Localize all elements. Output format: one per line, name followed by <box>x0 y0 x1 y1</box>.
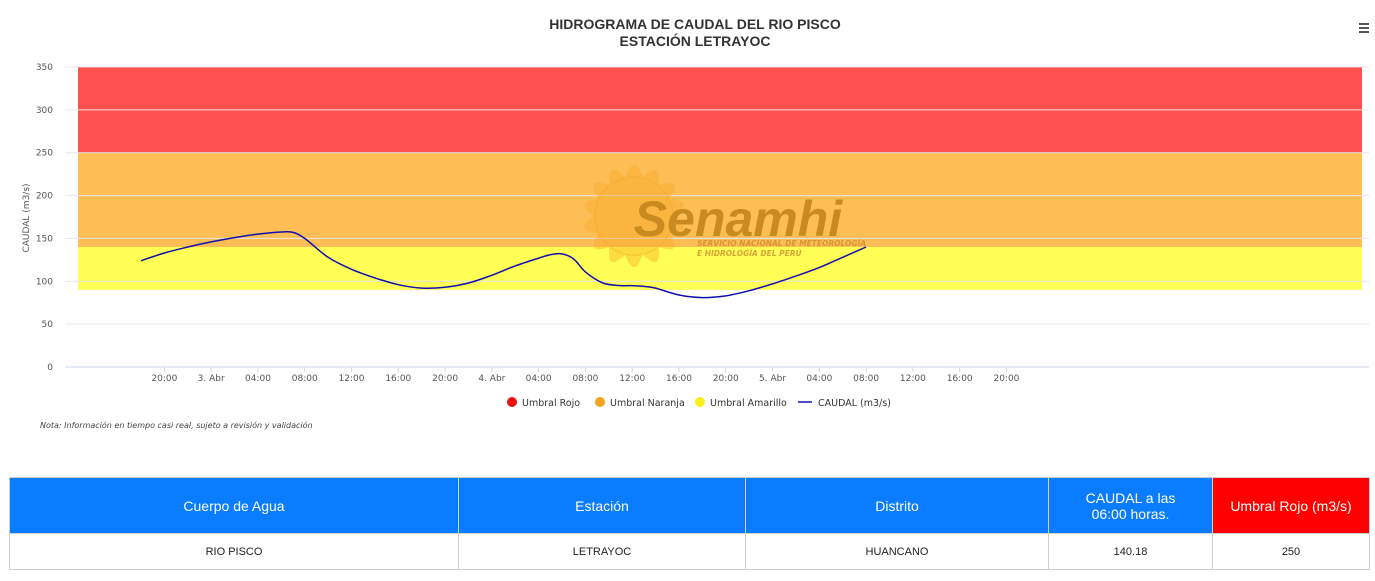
x-tick-label: 20:00 <box>713 374 739 384</box>
chart-title: HIDROGRAMA DE CAUDAL DEL RIO PISCO <box>549 16 841 32</box>
x-tick-label: 20:00 <box>993 374 1019 384</box>
cell-umbral-rojo: 250 <box>1212 533 1370 570</box>
y-tick-label: 0 <box>47 363 53 373</box>
y-tick-label: 150 <box>36 234 53 244</box>
sun-ray <box>669 215 684 234</box>
disclaimer-note: Nota: Información en tiempo casi real, s… <box>40 420 313 430</box>
x-tick-label: 20:00 <box>151 374 177 384</box>
header-caudal: CAUDAL a las 06:00 horas. <box>1048 477 1213 534</box>
y-tick-label: 250 <box>36 149 53 159</box>
sun-ray <box>658 232 675 250</box>
senamhi-watermark: Senamhi SERVICIO NACIONAL DE METEOROLOGÍ… <box>584 165 866 267</box>
x-tick-label: 04:00 <box>806 374 832 384</box>
band-umbral-naranja <box>78 152 1362 247</box>
caudal-series <box>140 230 867 299</box>
sun-ray <box>584 215 599 234</box>
caudal-line <box>140 230 867 299</box>
sun-ray <box>608 169 626 186</box>
header-cuerpo-de-agua: Cuerpo de Agua <box>9 477 459 534</box>
chart-legend: Umbral Rojo Umbral Naranja Umbral Amarillo… <box>507 397 891 409</box>
y-tick-label: 100 <box>36 277 53 287</box>
table-header-row: Cuerpo de Agua Estación Distrito CAUDAL … <box>9 477 1370 534</box>
chart-menu-button[interactable] <box>1355 19 1373 37</box>
watermark-line1: SERVICIO NACIONAL DE METEOROLOGÍA <box>697 239 866 248</box>
legend-label: Umbral Naranja <box>610 398 685 409</box>
x-tick-label: 5. Abr <box>759 374 786 384</box>
band-umbral-amarillo <box>78 247 1362 290</box>
x-tick-label: 3. Abr <box>198 374 225 384</box>
sun-ray <box>658 182 675 200</box>
x-tick-label: 16:00 <box>666 374 692 384</box>
x-tick-label: 12:00 <box>900 374 926 384</box>
sun-ray <box>669 198 684 217</box>
hamburger-icon <box>1359 23 1369 33</box>
x-tick-label: 20:00 <box>432 374 458 384</box>
cell-distrito: HUANCANO <box>745 533 1049 570</box>
header-umbral-rojo: Umbral Rojo (m3/s) <box>1212 477 1370 534</box>
legend-item: Umbral Rojo <box>507 397 580 409</box>
x-tick-label: 08:00 <box>572 374 598 384</box>
x-tick-label: 08:00 <box>292 374 318 384</box>
chart-svg: HIDROGRAMA DE CAUDAL DEL RIO PISCO ESTAC… <box>22 16 1373 430</box>
x-tick-label: 12:00 <box>339 374 365 384</box>
x-tick-label: 16:00 <box>385 374 411 384</box>
watermark-line2: E HIDROLOGÍA DEL PERÚ <box>697 249 802 258</box>
hydrograph-chart: HIDROGRAMA DE CAUDAL DEL RIO PISCO ESTAC… <box>22 16 1373 430</box>
sun-ray <box>608 246 626 263</box>
cell-caudal: 140.18 <box>1048 533 1213 570</box>
legend-marker-dot <box>507 397 517 407</box>
table-row: RIO PISCO LETRAYOC HUANCANO 140.18 250 <box>9 533 1370 570</box>
sun-ray <box>642 246 660 263</box>
chart-subtitle: ESTACIÓN LETRAYOC <box>620 32 771 49</box>
x-tick-label: 16:00 <box>947 374 973 384</box>
x-tick-label: 4. Abr <box>478 374 505 384</box>
y-axis-ticks: 0 50 100 150 200 250 300 350 <box>36 63 53 373</box>
x-tick-label: 04:00 <box>245 374 271 384</box>
sun-ray <box>625 165 643 178</box>
y-tick-label: 300 <box>36 106 53 116</box>
sun-ray <box>593 182 610 200</box>
cell-cuerpo-de-agua: RIO PISCO <box>9 533 459 570</box>
legend-marker-dot <box>695 397 705 407</box>
y-tick-label: 50 <box>42 320 54 330</box>
legend-marker-dot <box>595 397 605 407</box>
sun-ray <box>625 254 643 267</box>
legend-item: Umbral Naranja <box>595 397 685 409</box>
legend-label: CAUDAL (m3/s) <box>818 398 891 409</box>
x-axis-ticks: 20:00 3. Abr 04:00 08:00 12:00 16:00 20:00 4. A… <box>151 367 1020 384</box>
header-estacion: Estación <box>458 477 746 534</box>
watermark-name: Senamhi <box>634 191 844 247</box>
x-tick-label: 08:00 <box>853 374 879 384</box>
header-caudal-line1: CAUDAL a las <box>1085 489 1176 506</box>
sun-logo-icon <box>584 165 684 267</box>
x-tick-label: 12:00 <box>619 374 645 384</box>
sun-ray <box>593 232 610 250</box>
y-tick-label: 350 <box>36 63 53 73</box>
legend-label: Umbral Amarillo <box>710 398 787 409</box>
y-tick-label: 200 <box>36 192 53 202</box>
legend-item: Umbral Amarillo <box>695 397 787 409</box>
sun-ray <box>642 169 660 186</box>
station-info-table: Cuerpo de Agua Estación Distrito CAUDAL … <box>9 477 1370 570</box>
cell-estacion: LETRAYOC <box>458 533 746 570</box>
sun-ray <box>584 198 599 217</box>
y-axis-title: CAUDAL (m3/s) <box>22 183 32 252</box>
header-caudal-line2: 06:00 horas. <box>1091 505 1170 522</box>
grid-lines <box>65 66 1369 325</box>
header-distrito: Distrito <box>745 477 1049 534</box>
x-tick-label: 04:00 <box>526 374 552 384</box>
legend-label: Umbral Rojo <box>522 398 580 409</box>
legend-item: CAUDAL (m3/s) <box>798 398 891 409</box>
